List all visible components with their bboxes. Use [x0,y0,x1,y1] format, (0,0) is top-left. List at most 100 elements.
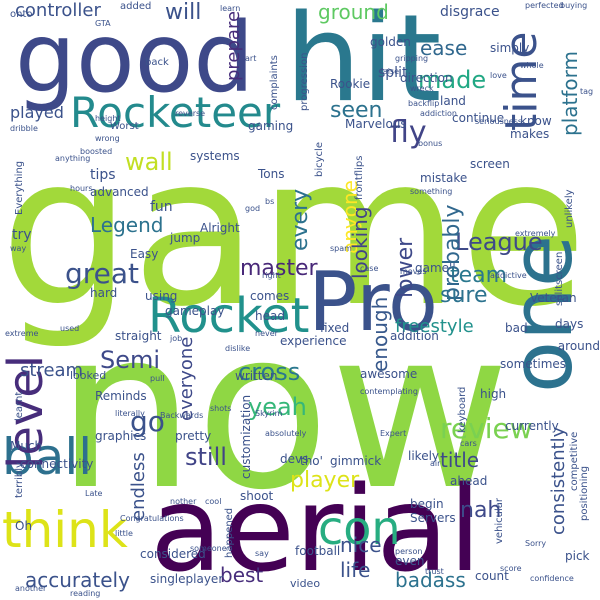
word-literally: literally [115,409,145,418]
word-cars: cars [460,439,477,448]
word-skyrim: Skyrim [255,409,283,418]
word-go: go [130,405,165,438]
word-nother: nother [170,497,197,506]
word-direction: direction [400,71,453,85]
word-rocket: Rocket [148,288,310,344]
word-learnt: learnt [14,391,25,421]
word-extremely: extremely [515,229,556,238]
word-simply: simply [490,41,530,55]
word-experience: experience [280,334,347,348]
word-much: Much [10,439,43,453]
word-sure: sure [440,283,488,308]
word-count: count [475,569,509,583]
word-gameplay: gameplay [165,304,225,318]
word-jump: jump [170,231,201,245]
word-days: days [555,317,584,331]
word-golden: golden [370,35,411,49]
word-likely: likely [408,449,440,463]
word-say: say [255,549,269,558]
word-used: used [60,324,80,333]
word-accurately: accurately [25,568,130,592]
word-best: best [220,563,264,587]
word-never: never [255,329,278,338]
word-hit: hit [285,0,442,129]
word-veteran: Veteran [530,291,577,305]
word-extreme: extreme [5,329,39,338]
word-wall: wall [125,148,173,176]
word-looked: looked [70,369,107,382]
word-frontflips: frontflips [354,155,365,200]
word-moves: moves [400,267,427,276]
word-controller: controller [15,0,101,21]
word-hours: hours [70,184,93,193]
word-title: title [440,448,480,472]
word-tips: tips [90,167,116,183]
word-positioning: positioning [579,465,590,521]
word-mistake: mistake [420,171,468,185]
word-addition: addition [390,329,439,343]
word-way: way [10,244,27,253]
word-back: back [145,57,169,68]
word-buying: buying [560,1,588,10]
word-continue: continue [452,111,505,125]
word-pick: pick [565,549,590,563]
word-legend: Legend [90,213,164,237]
word-nah: nah [460,498,502,523]
word-sometimes: sometimes [500,357,567,371]
word-seriousness: seriousness [475,117,523,126]
word-complaints: complaints [269,55,280,110]
word-football: football [295,544,341,558]
word-life: life [340,558,371,582]
word-bad: bad [505,321,528,335]
word-systems: systems [190,149,240,163]
word-onto: onto [10,9,33,20]
word-gta: GTA [95,19,111,28]
word-worst: Worst [110,121,139,132]
word-reverse: reverse [175,109,206,118]
word-seen: seen [330,98,383,123]
word-tag: tag [580,87,594,96]
word-addictive: addictive [490,271,527,280]
word-oh: Oh [15,519,33,533]
word-false: false [380,67,400,76]
word-know: know [520,114,552,128]
word-contemplating: contemplating [360,387,418,396]
word-alright: Alright [200,221,240,235]
word-confidence: confidence [530,574,574,583]
word-keyboard: keyboard [457,386,468,433]
word-love: love [490,71,507,80]
word-even: even [395,554,425,568]
word-still: still [185,443,227,471]
word-wrong: wrong [95,134,120,143]
word-ground: ground [318,0,389,24]
word-split: split [378,65,408,81]
word-try: try [12,227,32,243]
word-video: video [290,577,321,590]
word-backwards: Backwards [160,411,204,420]
word-good: good [15,2,255,114]
word-screen: screen [470,157,510,171]
word-think: think [2,501,128,559]
word-makes: makes [510,127,550,141]
word-something: something [410,187,453,196]
word-expert: Expert [380,429,407,438]
word-comes: comes [250,289,290,303]
word-addiction: addiction [420,109,458,118]
word-considered: considered [140,547,206,561]
word-late: Late [85,489,103,498]
word-everyone: everyone [176,337,197,422]
word-job: job [170,334,183,343]
word-platform: platform [558,51,582,136]
word-cool: cool [205,497,222,506]
word-reading: reading [70,589,101,598]
word-now: now [56,282,510,538]
word-ahead: ahead [450,474,488,488]
word-game: game'' [415,261,456,275]
word-anything: anything [55,154,91,163]
word-case: case [360,264,379,273]
word-straight: straight [115,329,162,343]
word-right: right [262,271,281,280]
word-height: height [95,114,121,123]
word-rocketeer: Rocketeer [70,88,281,137]
word-great: great [65,257,140,290]
